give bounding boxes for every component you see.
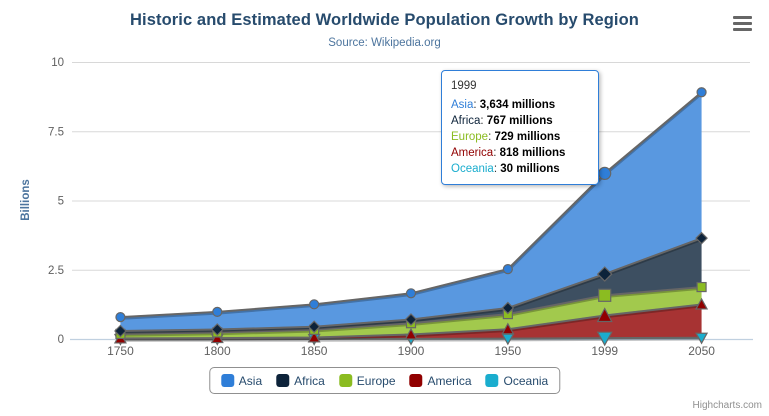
tooltip-series-name: Africa	[451, 115, 481, 127]
point-asia-2050[interactable]	[696, 87, 707, 98]
tooltip-row: Asia: 3,634 millions	[451, 99, 556, 111]
y-axis-label: 7.5	[48, 126, 64, 138]
point-america-1900[interactable]	[404, 327, 418, 340]
point-africa-1999[interactable]	[596, 266, 613, 282]
credits-link[interactable]: Highcharts.com	[692, 400, 762, 411]
point-asia-1900[interactable]	[405, 288, 417, 299]
x-axis-label: 2050	[688, 344, 715, 358]
x-axis-label: 1900	[398, 344, 425, 358]
legend-label: Africa	[294, 373, 325, 388]
legend-item-america[interactable]: America	[409, 373, 472, 388]
legend-label: Oceania	[503, 373, 549, 388]
point-oceania-1999[interactable]	[596, 331, 613, 347]
legend-item-europe[interactable]: Europe	[338, 373, 396, 388]
legend-label: America	[427, 373, 472, 388]
tooltip-series-value: 729 millions	[494, 131, 561, 143]
chart-subtitle: Source: Wikipedia.org	[328, 37, 441, 49]
area-asia[interactable]	[120, 92, 702, 331]
tooltip-header: 1999	[451, 80, 477, 92]
legend-label: Asia	[238, 373, 263, 388]
point-america-1850[interactable]	[307, 330, 321, 343]
point-africa-1750[interactable]	[114, 324, 127, 338]
legend-swatch-icon	[220, 374, 234, 387]
tooltip-series-value: 818 millions	[499, 147, 566, 159]
x-axis-label: 1850	[301, 344, 328, 358]
tooltip-series-value: 3,634 millions	[479, 99, 556, 111]
hamburger-menu-icon	[733, 21, 752, 25]
point-asia-1850[interactable]	[309, 299, 320, 310]
chart-title: Historic and Estimated Worldwide Populat…	[130, 11, 639, 29]
point-america-1950[interactable]	[501, 322, 515, 335]
legend: Asia Africa Europe America Oceania	[208, 367, 561, 394]
area-africa[interactable]	[120, 238, 702, 334]
tooltip-row: Europe: 729 millions	[451, 131, 561, 143]
point-europe-2050[interactable]	[696, 281, 707, 293]
y-axis-label: 2.5	[48, 265, 64, 277]
x-axis-label: 1750	[107, 344, 134, 358]
legend-swatch-icon	[485, 374, 499, 387]
hamburger-menu-icon	[733, 27, 752, 31]
tooltip-series-value: 30 millions	[500, 163, 560, 175]
tooltip-row: America: 818 millions	[451, 147, 566, 159]
point-america-1999[interactable]	[596, 307, 613, 323]
legend-item-asia[interactable]: Asia	[220, 373, 263, 388]
point-asia-1750[interactable]	[115, 311, 126, 323]
y-axis-label: 10	[51, 57, 64, 69]
point-africa-1950[interactable]	[501, 301, 515, 315]
point-asia-1999[interactable]	[598, 166, 612, 181]
legend-swatch-icon	[409, 374, 423, 387]
area-america[interactable]	[120, 304, 702, 339]
tooltip-series-name: Asia	[451, 99, 474, 111]
legend-item-oceania[interactable]: Oceania	[485, 373, 549, 388]
tooltip-series-name: Europe	[451, 131, 489, 143]
x-axis-label: 1950	[495, 344, 522, 358]
tooltip: 1999 Asia: 3,634 millions Africa: 767 mil…	[441, 70, 599, 185]
tooltip-row: Oceania: 30 millions	[451, 163, 560, 175]
legend-swatch-icon	[276, 374, 290, 387]
tooltip-series-name: America	[451, 147, 494, 159]
context-menu-button[interactable]	[733, 16, 752, 33]
point-oceania-2050[interactable]	[695, 332, 709, 345]
tooltip-series-name: Oceania	[451, 163, 494, 175]
tooltip-row: Africa: 767 millions	[451, 115, 553, 127]
point-america-1800[interactable]	[210, 331, 224, 344]
point-america-2050[interactable]	[695, 297, 709, 310]
legend-swatch-icon	[338, 374, 352, 387]
point-africa-1800[interactable]	[210, 323, 224, 336]
point-africa-2050[interactable]	[695, 231, 708, 245]
y-axis-label: 0	[58, 334, 64, 346]
point-asia-1800[interactable]	[212, 306, 223, 318]
x-axis-label: 1800	[204, 344, 231, 358]
y-axis-label: 5	[58, 196, 64, 208]
point-africa-1900[interactable]	[404, 313, 418, 326]
point-europe-1999[interactable]	[598, 288, 612, 302]
legend-item-africa[interactable]: Africa	[276, 374, 325, 388]
x-axis-label: 1999	[591, 344, 618, 358]
legend-label: Europe	[356, 373, 396, 388]
point-asia-1950[interactable]	[502, 264, 513, 275]
hamburger-menu-icon	[733, 16, 752, 20]
tooltip-series-value: 767 millions	[486, 115, 553, 127]
point-africa-1850[interactable]	[307, 320, 321, 334]
